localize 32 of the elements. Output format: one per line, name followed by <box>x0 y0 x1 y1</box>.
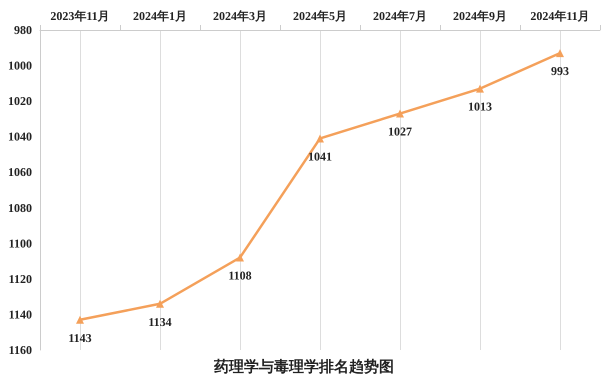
point <box>476 84 484 93</box>
y-tick-label: 1060 <box>8 165 32 180</box>
data-label: 1143 <box>68 330 92 345</box>
point <box>556 49 564 58</box>
x-tick-label: 2023年11月 <box>50 9 110 23</box>
y-tick-label: 1140 <box>8 307 32 322</box>
y-tick-label: 1020 <box>8 94 32 108</box>
point <box>76 316 84 324</box>
data-label: 1108 <box>228 268 252 283</box>
y-tick-label: 1040 <box>8 130 32 144</box>
y-tick-label: 980 <box>14 23 32 37</box>
x-tick-label: 2024年5月 <box>293 9 347 23</box>
point <box>316 134 324 142</box>
data-label: 1041 <box>308 149 332 164</box>
data-label: 1013 <box>468 100 492 114</box>
y-tick-label: 1000 <box>8 58 32 73</box>
x-tick-label: 2024年9月 <box>453 9 507 23</box>
point <box>396 110 404 118</box>
x-tick-label: 2024年1月 <box>133 9 187 23</box>
x-tick-label: 2024年3月 <box>213 9 267 23</box>
x-tick-label: 2024年11月 <box>530 9 590 23</box>
x-tick-label: 2024年7月 <box>373 9 427 23</box>
data-label: 1134 <box>148 314 172 329</box>
data-label: 993 <box>551 64 569 78</box>
y-tick-label: 1080 <box>8 200 32 215</box>
text: 药理学与毒理学排名趋势图 <box>213 358 394 376</box>
y-tick-label: 1100 <box>8 236 32 250</box>
y-tick-label: 1160 <box>8 343 32 357</box>
y-tick-label: 1120 <box>8 272 32 286</box>
point <box>236 254 244 262</box>
data-label: 1027 <box>388 124 412 139</box>
point <box>156 300 164 308</box>
